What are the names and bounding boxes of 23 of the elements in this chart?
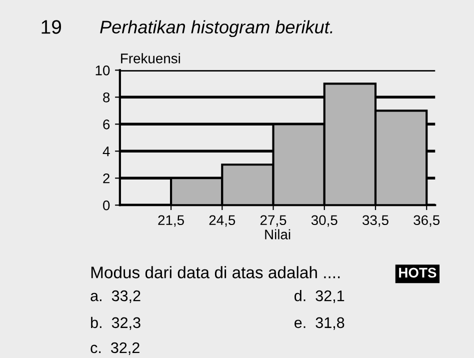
y-tick-label: 0 xyxy=(103,200,110,210)
x-tick-label: 36,5 xyxy=(414,215,440,227)
x-tick-label: 24,5 xyxy=(209,215,236,227)
text: d. 32,1 xyxy=(294,290,344,304)
y-axis-title: Frekuensi xyxy=(121,53,180,64)
x-tick-label: 27,5 xyxy=(260,215,286,227)
y-tick-label: 4 xyxy=(102,146,110,156)
text: c. 32,2 xyxy=(90,342,140,355)
text: Modus dari data di atas adalah .... xyxy=(91,266,340,278)
y-tick-label: 6 xyxy=(103,119,110,130)
x-tick-label: 33,5 xyxy=(362,215,388,227)
chart-title: Perhatikan histogram berikut. xyxy=(100,20,332,38)
x-tick-label: 21,5 xyxy=(158,215,184,227)
text: b. 32,3 xyxy=(91,316,140,330)
y-tick-label: 10 xyxy=(96,66,110,76)
text: 19 xyxy=(42,20,61,34)
text: a. 33,2 xyxy=(90,290,140,304)
x-axis-title: Nilai xyxy=(265,229,290,240)
y-tick-label: 2 xyxy=(103,173,110,184)
text: e. 31,8 xyxy=(294,317,344,330)
text: HOTS xyxy=(399,268,436,278)
y-tick-label: 8 xyxy=(103,92,110,102)
x-tick-label: 30,5 xyxy=(311,215,338,227)
